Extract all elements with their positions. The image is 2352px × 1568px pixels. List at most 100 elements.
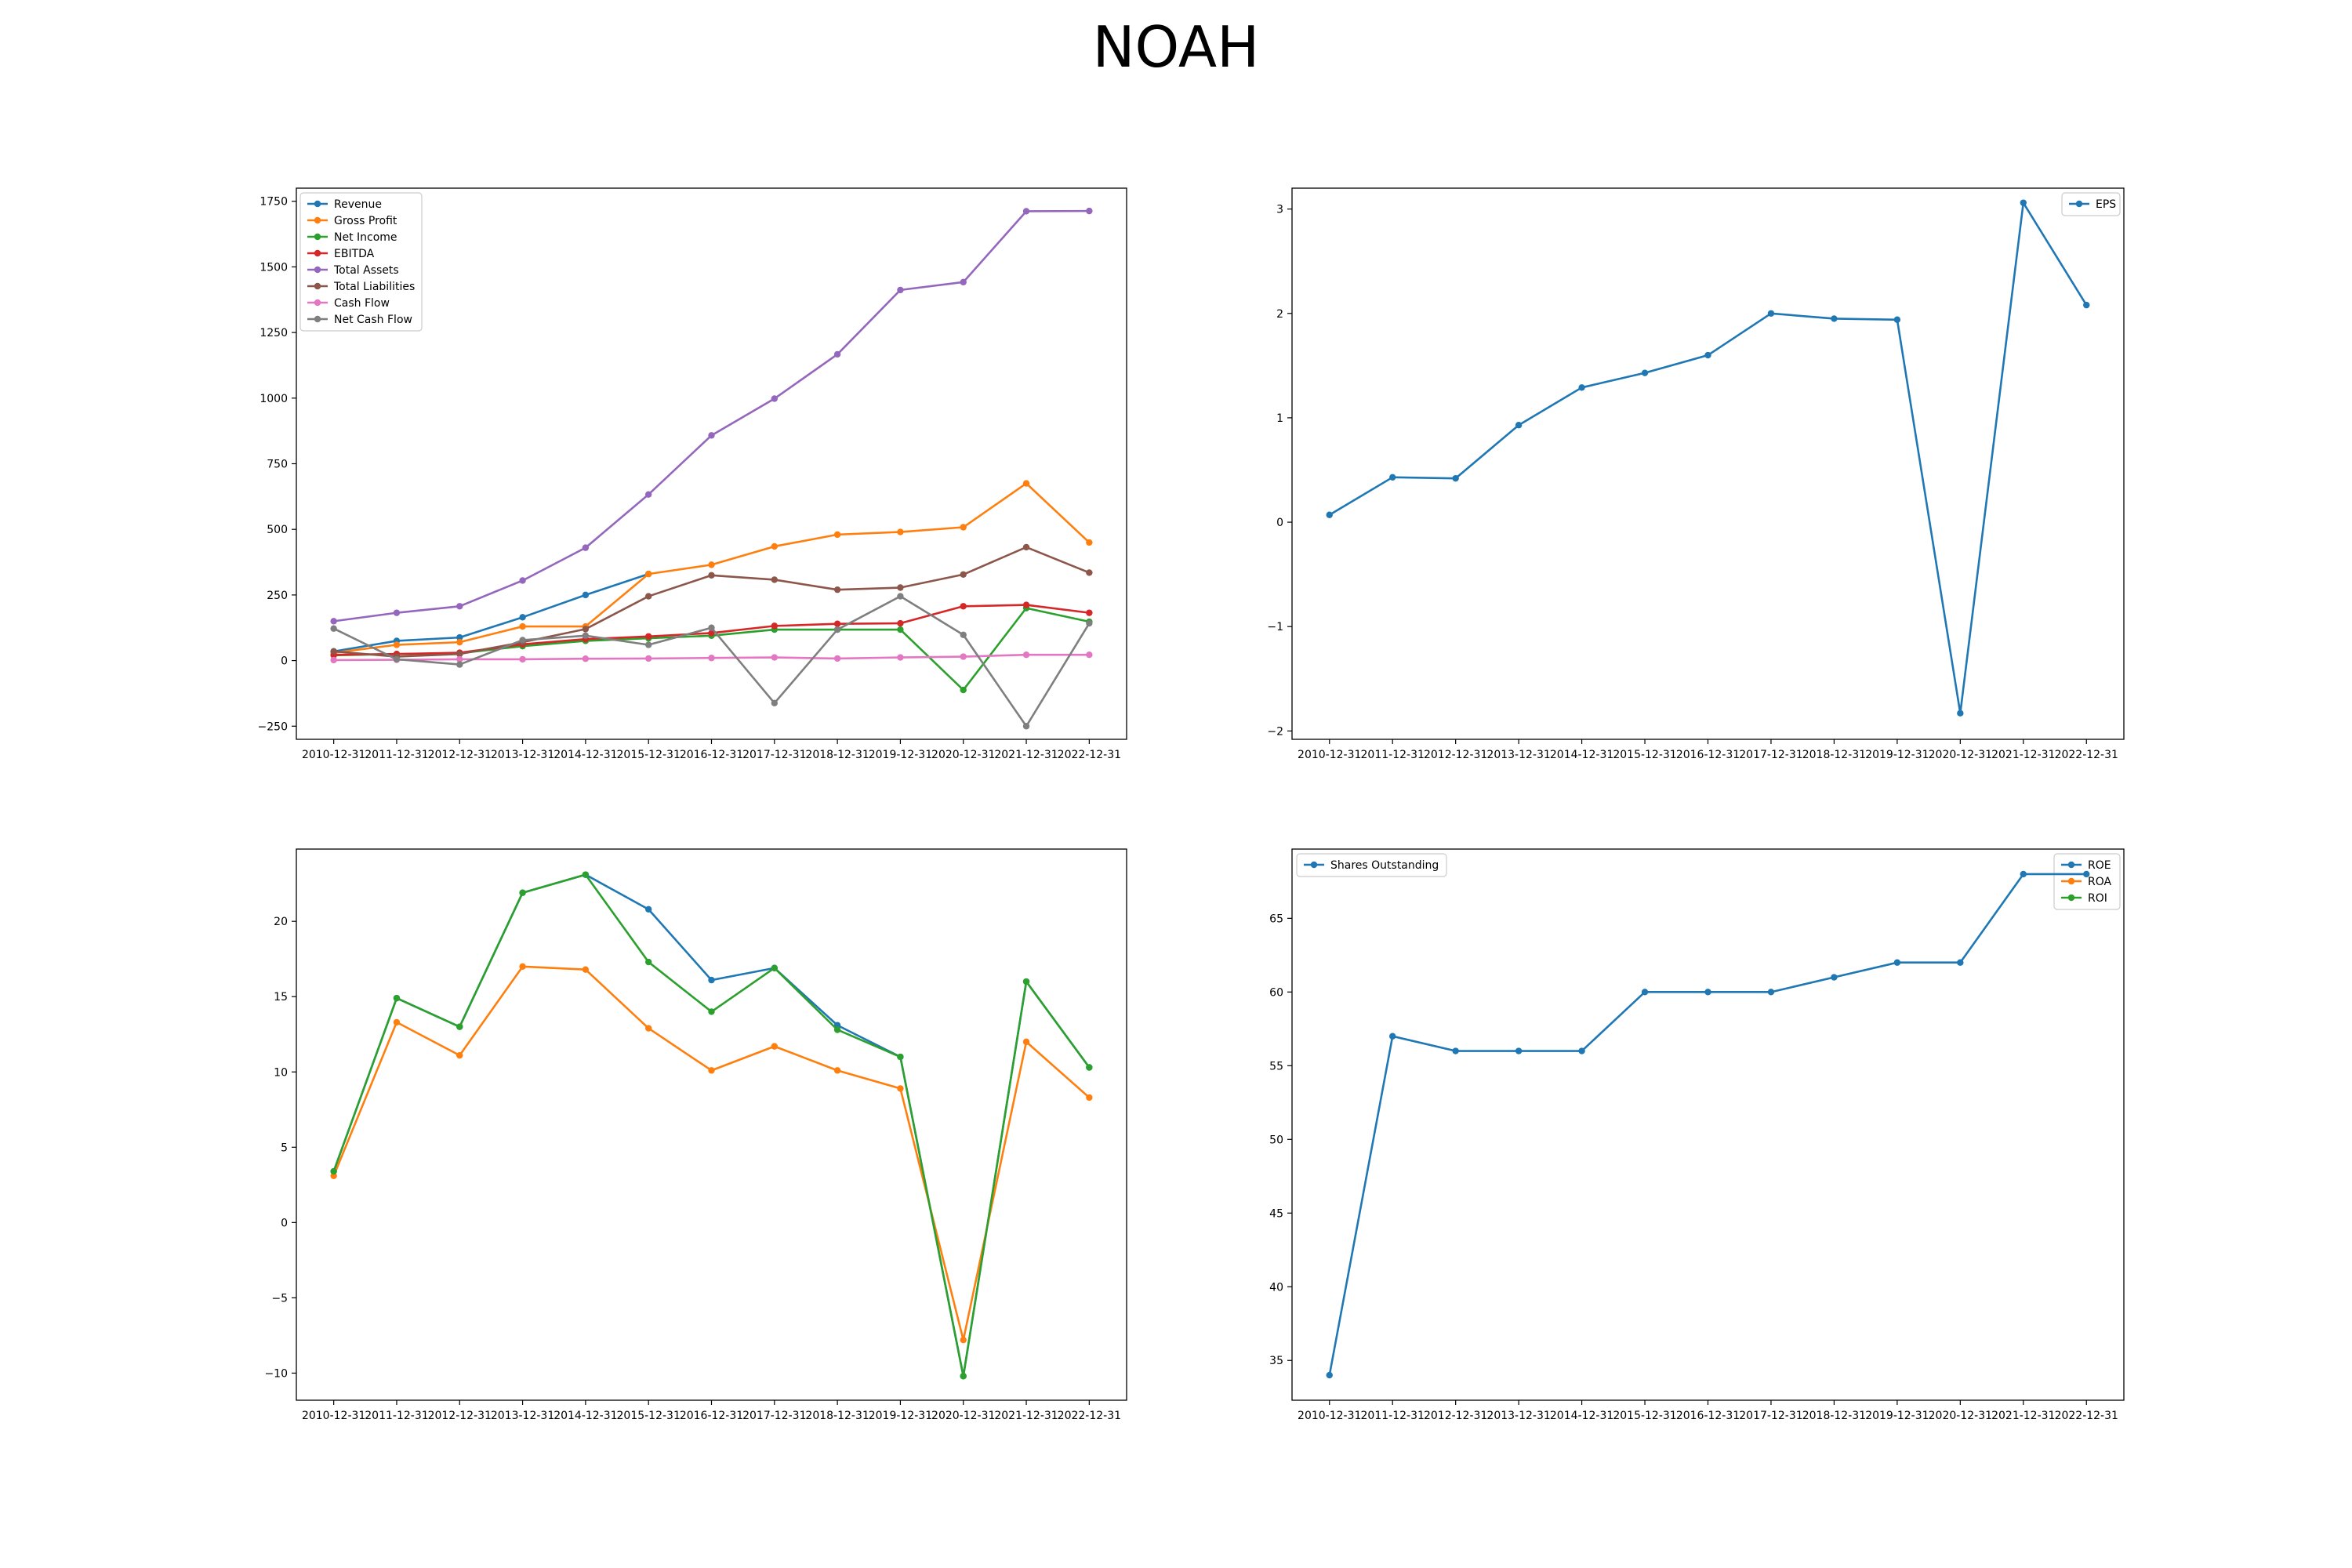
data-point bbox=[833, 350, 841, 358]
y-tick-label: −5 bbox=[271, 1292, 288, 1305]
data-point bbox=[582, 544, 590, 551]
x-tick-label: 2011-12-31 bbox=[365, 1410, 428, 1422]
data-point bbox=[1957, 710, 1964, 717]
data-point bbox=[519, 622, 526, 630]
x-tick-label: 2014-12-31 bbox=[554, 749, 617, 761]
data-point bbox=[960, 1336, 967, 1344]
x-tick-label: 2015-12-31 bbox=[617, 749, 681, 761]
series-line bbox=[333, 572, 649, 653]
series-line bbox=[1328, 873, 2087, 1376]
data-point bbox=[960, 603, 967, 610]
x-tick-label: 2018-12-31 bbox=[1802, 749, 1866, 761]
legend-label: Net Income bbox=[334, 231, 397, 244]
x-tick-label: 2014-12-31 bbox=[1550, 749, 1613, 761]
data-point bbox=[1022, 601, 1030, 608]
legend-label: Total Assets bbox=[333, 264, 399, 277]
legend-label: Shares Outstanding bbox=[1330, 859, 1439, 872]
x-tick-label: 2021-12-31 bbox=[1991, 1410, 2055, 1422]
data-point bbox=[1086, 652, 1093, 659]
data-point bbox=[2083, 301, 2090, 309]
x-tick-label: 2020-12-31 bbox=[1929, 1410, 1992, 1422]
y-tick-label: 50 bbox=[1269, 1134, 1283, 1146]
data-point bbox=[897, 626, 904, 633]
y-tick-label: 1000 bbox=[260, 393, 288, 405]
data-point bbox=[1893, 959, 1901, 966]
series-line bbox=[332, 873, 1091, 1377]
data-point bbox=[1641, 989, 1649, 996]
x-tick-label: 2022-12-31 bbox=[1058, 1410, 1121, 1422]
data-point bbox=[1704, 351, 1711, 359]
data-point bbox=[708, 655, 715, 662]
data-point bbox=[330, 1167, 337, 1175]
legend-marker bbox=[314, 200, 321, 208]
data-point bbox=[456, 638, 463, 646]
data-point bbox=[1578, 1047, 1585, 1054]
data-point bbox=[960, 653, 967, 660]
x-tick-label: 2011-12-31 bbox=[365, 749, 428, 761]
x-tick-label: 2022-12-31 bbox=[2055, 1410, 2118, 1422]
x-tick-label: 2022-12-31 bbox=[2055, 749, 2118, 761]
x-tick-label: 2019-12-31 bbox=[1865, 1410, 1929, 1422]
x-tick-label: 2020-12-31 bbox=[931, 749, 995, 761]
x-tick-label: 2018-12-31 bbox=[805, 749, 869, 761]
data-point bbox=[1022, 723, 1030, 730]
legend-marker bbox=[2075, 200, 2083, 208]
data-point bbox=[771, 964, 779, 971]
figure-title: NOAH bbox=[1092, 14, 1260, 80]
data-point bbox=[582, 871, 590, 878]
data-point bbox=[644, 593, 652, 600]
data-point bbox=[833, 1026, 841, 1033]
x-tick-label: 2015-12-31 bbox=[1613, 1410, 1676, 1422]
data-point bbox=[456, 1051, 463, 1059]
data-point bbox=[1641, 369, 1649, 376]
data-point bbox=[456, 633, 463, 641]
data-point bbox=[330, 1172, 337, 1180]
data-point bbox=[897, 286, 904, 294]
y-tick-label: 35 bbox=[1269, 1355, 1283, 1367]
x-tick-label: 2010-12-31 bbox=[302, 1410, 365, 1422]
data-point bbox=[771, 1043, 779, 1050]
data-point bbox=[582, 591, 590, 599]
x-tick-label: 2014-12-31 bbox=[1550, 1410, 1613, 1422]
data-point bbox=[519, 889, 526, 896]
y-tick-label: 1 bbox=[1276, 412, 1283, 425]
data-point bbox=[1831, 974, 1838, 981]
data-point bbox=[330, 656, 337, 664]
chart-1: 2010-12-312011-12-312012-12-312013-12-31… bbox=[258, 187, 1127, 761]
data-point bbox=[897, 593, 904, 600]
legend-frame bbox=[2061, 192, 2121, 216]
y-tick-label: 45 bbox=[1269, 1207, 1283, 1220]
data-point bbox=[708, 572, 715, 579]
x-tick-label: 2020-12-31 bbox=[1929, 749, 1992, 761]
legend-marker bbox=[314, 216, 321, 224]
series-line bbox=[1329, 201, 2088, 715]
data-point bbox=[1389, 1033, 1396, 1040]
data-point bbox=[897, 654, 904, 661]
x-tick-label: 2016-12-31 bbox=[1676, 1410, 1740, 1422]
x-tick-label: 2016-12-31 bbox=[1676, 749, 1740, 761]
data-point bbox=[833, 586, 841, 593]
data-point bbox=[1022, 543, 1030, 551]
y-tick-label: 55 bbox=[1269, 1060, 1283, 1073]
data-point bbox=[1086, 1064, 1093, 1071]
data-point bbox=[393, 994, 401, 1002]
axes-frame bbox=[296, 187, 1127, 740]
x-tick-label: 2010-12-31 bbox=[302, 749, 365, 761]
y-tick-label: 65 bbox=[1269, 913, 1283, 925]
axes-frame bbox=[1291, 187, 2125, 740]
x-tick-label: 2012-12-31 bbox=[1424, 1410, 1487, 1422]
data-point bbox=[708, 561, 715, 568]
legend-marker bbox=[314, 282, 321, 290]
data-point bbox=[644, 1025, 652, 1032]
data-point bbox=[960, 631, 967, 638]
data-point bbox=[1086, 609, 1093, 616]
data-point bbox=[1704, 989, 1711, 996]
data-point bbox=[771, 699, 779, 707]
data-point bbox=[1767, 310, 1775, 317]
series-line bbox=[332, 965, 1091, 1341]
data-point bbox=[519, 577, 526, 584]
data-point bbox=[1022, 978, 1030, 985]
y-tick-label: 2 bbox=[1276, 308, 1283, 321]
data-point bbox=[330, 648, 337, 655]
